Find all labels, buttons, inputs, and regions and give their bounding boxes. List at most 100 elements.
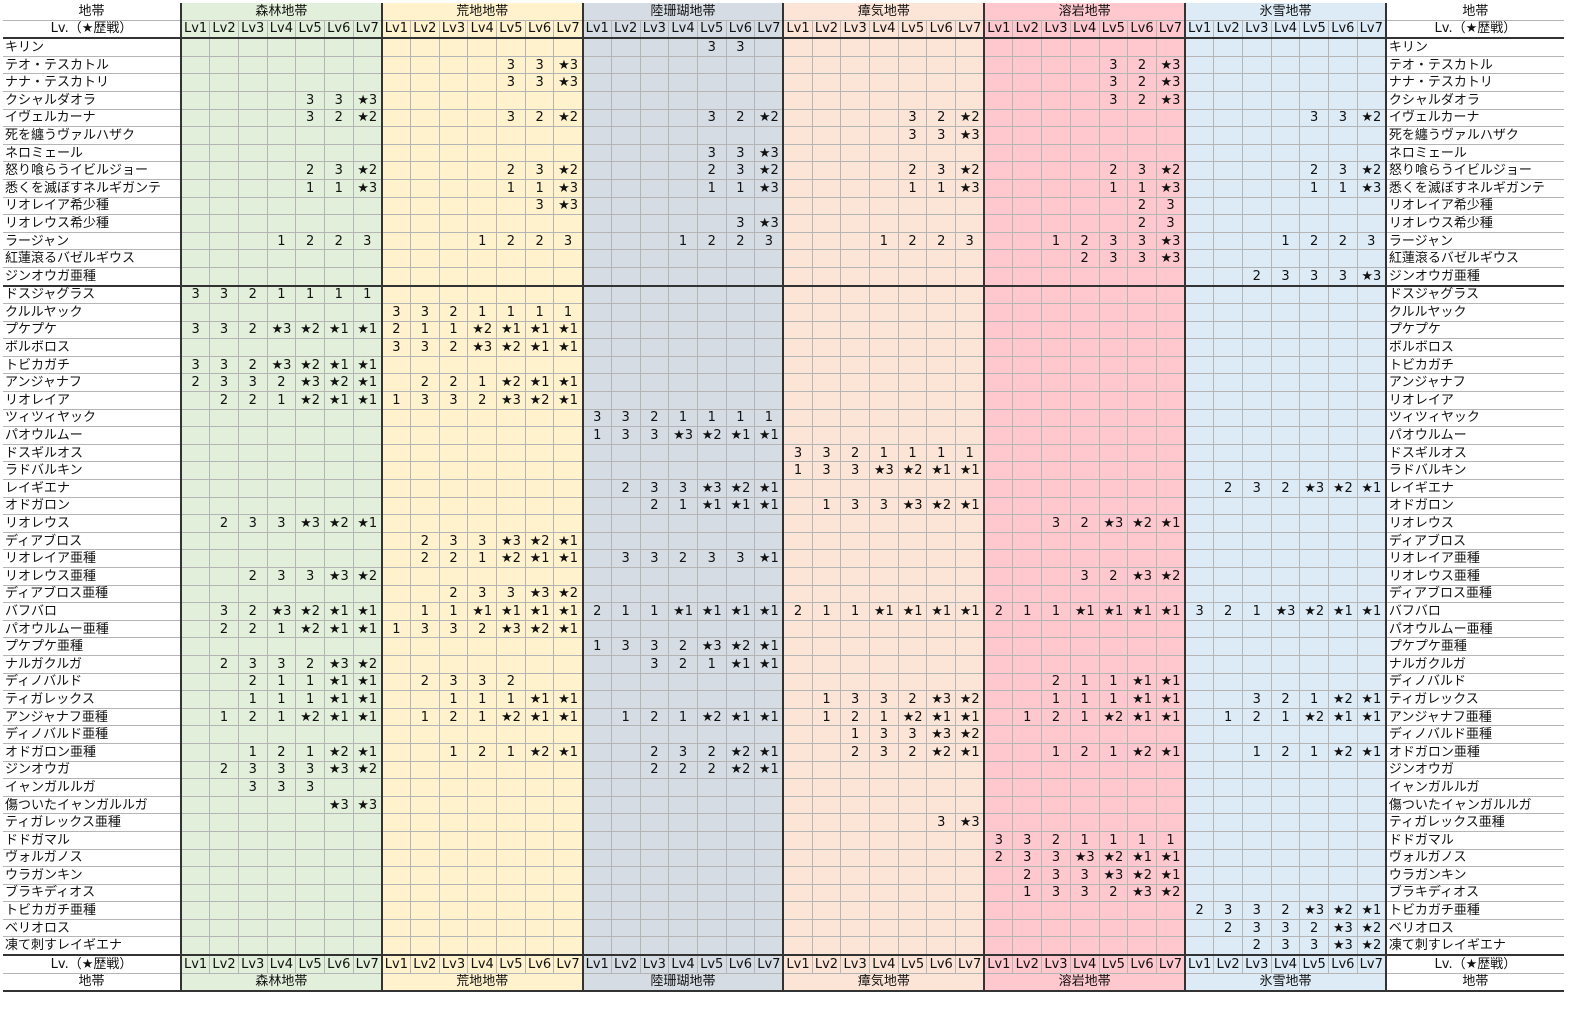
value-cell: [496, 761, 526, 780]
value-cell: 3: [1070, 567, 1100, 586]
value-cell: [582, 532, 612, 551]
level-header-1: Lv1: [582, 20, 612, 40]
value-cell: [668, 884, 698, 903]
value-cell: [353, 532, 383, 551]
value-cell: [1242, 549, 1272, 568]
value-cell: ★1: [1156, 690, 1187, 709]
zone-header-row: 地帯 森林地帯 荒地地帯 陸珊瑚地帯 瘴気地帯 溶岩地帯 氷雪地帯 地帯: [3, 973, 1564, 993]
value-cell: [697, 461, 727, 481]
value-cell: ★3: [267, 356, 297, 375]
value-cell: ★1: [726, 708, 756, 727]
value-cell: [1299, 91, 1329, 110]
value-cell: ★3: [267, 321, 297, 340]
value-cell: 1: [611, 602, 641, 621]
level-header-4: Lv4: [1070, 954, 1100, 974]
value-cell: [381, 778, 411, 797]
value-cell: [869, 161, 899, 180]
value-cell: 1: [812, 690, 842, 709]
value-cell: [1185, 373, 1215, 393]
monster-name-right: イャンガルルガ: [1385, 778, 1564, 797]
value-cell: [1271, 91, 1301, 110]
value-cell: [926, 796, 957, 815]
value-cell: [582, 884, 612, 903]
monster-name-right: 紅蓮滾るバゼルギウス: [1385, 249, 1564, 268]
value-cell: [410, 38, 440, 57]
monster-name-right: ブラキディオス: [1385, 884, 1564, 903]
value-cell: [697, 673, 727, 692]
value-cell: [267, 444, 297, 463]
value-cell: [1012, 796, 1043, 815]
value-cell: [668, 161, 698, 180]
value-cell: ★1: [324, 391, 354, 410]
value-cell: ★1: [1127, 602, 1157, 621]
value-cell: [869, 267, 899, 287]
value-cell: [611, 91, 641, 110]
value-cell: [840, 919, 870, 938]
value-cell: [1156, 901, 1187, 920]
value-cell: [840, 901, 870, 920]
value-cell: [1099, 655, 1129, 674]
value-cell: [1271, 391, 1301, 410]
value-cell: [209, 267, 239, 287]
value-cell: ★2: [525, 391, 555, 410]
value-cell: [209, 91, 239, 110]
value-cell: [439, 56, 469, 75]
value-cell: ★1: [324, 321, 354, 340]
value-cell: [553, 267, 584, 287]
value-cell: [324, 409, 354, 428]
value-cell: [553, 479, 584, 498]
value-cell: [1070, 197, 1100, 216]
value-cell: [1357, 778, 1387, 797]
value-cell: 1: [295, 285, 325, 305]
value-cell: ★2: [353, 109, 383, 128]
value-cell: [1299, 778, 1329, 797]
value-cell: [582, 197, 612, 216]
value-cell: [1012, 285, 1043, 305]
value-cell: 2: [898, 161, 928, 180]
value-cell: 3: [697, 38, 727, 57]
value-cell: [640, 197, 670, 216]
value-cell: [926, 249, 957, 268]
value-cell: [181, 532, 211, 551]
value-cell: [1012, 126, 1043, 145]
value-cell: [1242, 637, 1272, 656]
value-cell: ★1: [898, 602, 928, 621]
value-cell: [324, 214, 354, 233]
value-cell: ★3: [1099, 514, 1129, 533]
value-cell: [1271, 637, 1301, 656]
value-cell: [783, 708, 813, 727]
monster-name: ドスジャグラス: [3, 285, 182, 305]
value-cell: 1: [1070, 708, 1100, 727]
value-cell: 1: [812, 708, 842, 727]
value-cell: 3: [984, 831, 1014, 850]
value-cell: [955, 38, 986, 57]
monster-name-right: ティガレックス亜種: [1385, 813, 1564, 832]
value-cell: [812, 197, 842, 216]
value-cell: [1099, 444, 1129, 463]
monster-name: ドドガマル: [3, 831, 182, 850]
value-cell: [783, 285, 813, 305]
value-cell: [1357, 725, 1387, 744]
value-cell: [640, 831, 670, 850]
value-cell: [1213, 56, 1243, 75]
monster-name: リオレウス亜種: [3, 567, 182, 586]
value-cell: [783, 409, 813, 428]
value-cell: [295, 637, 325, 656]
value-cell: [267, 197, 297, 216]
value-cell: ★1: [324, 673, 354, 692]
value-cell: 3: [1012, 849, 1043, 868]
value-cell: 2: [1242, 936, 1272, 956]
value-cell: 2: [1127, 56, 1157, 75]
value-cell: [1127, 426, 1157, 445]
monster-name-right: ナナ・テスカトリ: [1385, 73, 1564, 92]
level-header-1: Lv1: [1185, 954, 1215, 974]
value-cell: [410, 796, 440, 815]
value-cell: [726, 267, 756, 287]
value-cell: [553, 761, 584, 780]
value-cell: ★3: [553, 56, 584, 75]
value-cell: [496, 444, 526, 463]
value-cell: ★3: [1299, 479, 1329, 498]
value-cell: [1041, 144, 1071, 163]
value-cell: 2: [1127, 214, 1157, 233]
value-cell: [467, 497, 498, 516]
